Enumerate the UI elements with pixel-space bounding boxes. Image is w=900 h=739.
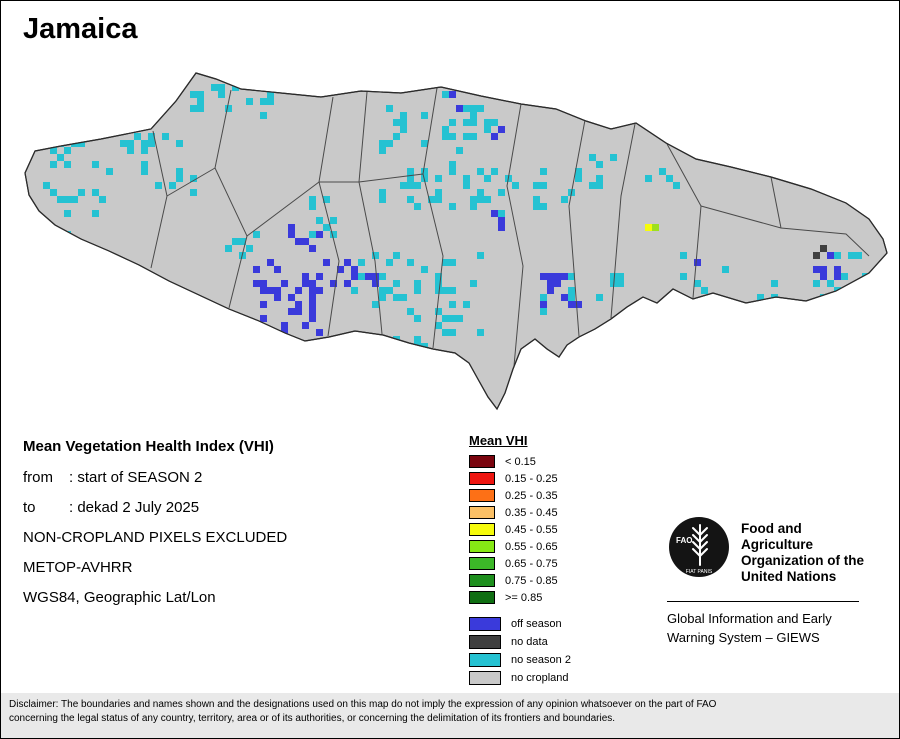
info-noncropland-line: NON-CROPLAND PIXELS EXCLUDED — [23, 529, 288, 546]
disclaimer: Disclaimer: The boundaries and names sho… — [1, 693, 899, 738]
legend-row: no cropland — [469, 669, 571, 687]
legend-label: 0.45 - 0.55 — [505, 523, 558, 536]
legend-row: off season — [469, 615, 571, 633]
disclaimer-line2: concerning the legal status of any count… — [9, 713, 616, 724]
parish-boundaries — [150, 87, 870, 367]
info-projection-line: WGS84, Geographic Lat/Lon — [23, 589, 216, 606]
legend-swatch — [469, 506, 495, 519]
legend-label: off season — [511, 618, 562, 630]
legend-row: 0.15 - 0.25 — [469, 470, 571, 487]
legend-title: Mean VHI — [469, 433, 528, 448]
giews-line1: Global Information and Early — [667, 611, 832, 626]
legend-label: 0.75 - 0.85 — [505, 574, 558, 587]
legend-label: < 0.15 — [505, 455, 536, 468]
info-from-value: : start of SEASON 2 — [69, 469, 203, 486]
legend-classes: off season no data no season 2 no cropla… — [469, 615, 571, 687]
legend-label: >= 0.85 — [505, 591, 543, 604]
legend-row: >= 0.85 — [469, 589, 571, 606]
legend-swatch — [469, 489, 495, 502]
legend-row: 0.75 - 0.85 — [469, 572, 571, 589]
legend-swatch — [469, 591, 495, 604]
legend-label: 0.55 - 0.65 — [505, 540, 558, 553]
fao-org-name-line2: Organization of the — [741, 553, 864, 568]
legend-swatch — [469, 557, 495, 570]
giews-line2: Warning System – GIEWS — [667, 630, 820, 645]
legend-swatch — [469, 455, 495, 468]
legend-label: 0.35 - 0.45 — [505, 506, 558, 519]
legend-swatch — [469, 540, 495, 553]
info-to-value: : dekad 2 July 2025 — [69, 499, 200, 516]
fao-org-name-line3: United Nations — [741, 569, 837, 584]
giews-text: Global Information and Early Warning Sys… — [667, 609, 867, 647]
info-to-label: to — [23, 499, 36, 516]
info-from-line: from : start of SEASON 2 — [23, 470, 287, 485]
legend-swatch — [469, 617, 501, 631]
legend-label: no data — [511, 636, 548, 648]
fao-org-name-line1: Food and Agriculture — [741, 521, 814, 552]
legend-label: 0.65 - 0.75 — [505, 557, 558, 570]
info-sensor-line: METOP-AVHRR — [23, 559, 133, 576]
legend-row: no data — [469, 633, 571, 651]
legend-row: 0.35 - 0.45 — [469, 504, 571, 521]
fao-divider — [667, 601, 859, 602]
legend-label: no season 2 — [511, 654, 571, 666]
info-heading: Mean Vegetation Health Index (VHI) — [23, 438, 274, 455]
fao-logo-icon: FAO FIAT PANIS — [669, 517, 729, 577]
legend-swatch — [469, 574, 495, 587]
legend-row: 0.65 - 0.75 — [469, 555, 571, 572]
legend: Mean VHI < 0.15 0.15 - 0.25 0.25 - 0.35 … — [469, 433, 571, 687]
legend-row: no season 2 — [469, 651, 571, 669]
info-to-line: to : dekad 2 July 2025 — [23, 500, 287, 515]
page-title: Jamaica — [23, 13, 138, 45]
legend-row: 0.45 - 0.55 — [469, 521, 571, 538]
vhi-pixel-layer — [43, 84, 876, 350]
legend-swatch — [469, 472, 495, 485]
legend-row: 0.25 - 0.35 — [469, 487, 571, 504]
fao-org-name: Food and Agriculture Organization of the… — [741, 515, 867, 585]
legend-label: 0.15 - 0.25 — [505, 472, 558, 485]
legend-swatch — [469, 671, 501, 685]
map-info-block: Mean Vegetation Health Index (VHI) from:… — [23, 439, 287, 620]
fao-header: FAO FIAT PANIS Food and Agriculture Orga… — [667, 515, 867, 585]
legend-swatch — [469, 635, 501, 649]
disclaimer-line1: Disclaimer: The boundaries and names sho… — [9, 699, 717, 710]
fao-logo-motto: FIAT PANIS — [686, 569, 713, 575]
legend-label: 0.25 - 0.35 — [505, 489, 558, 502]
info-from-label: from — [23, 469, 53, 486]
fao-block: FAO FIAT PANIS Food and Agriculture Orga… — [667, 515, 867, 647]
legend-swatch — [469, 653, 501, 667]
legend-row: < 0.15 — [469, 453, 571, 470]
jamaica-map — [24, 72, 888, 410]
legend-row: 0.55 - 0.65 — [469, 538, 571, 555]
fao-logo-text: FAO — [676, 536, 692, 545]
legend-label: no cropland — [511, 672, 569, 684]
legend-swatch — [469, 523, 495, 536]
